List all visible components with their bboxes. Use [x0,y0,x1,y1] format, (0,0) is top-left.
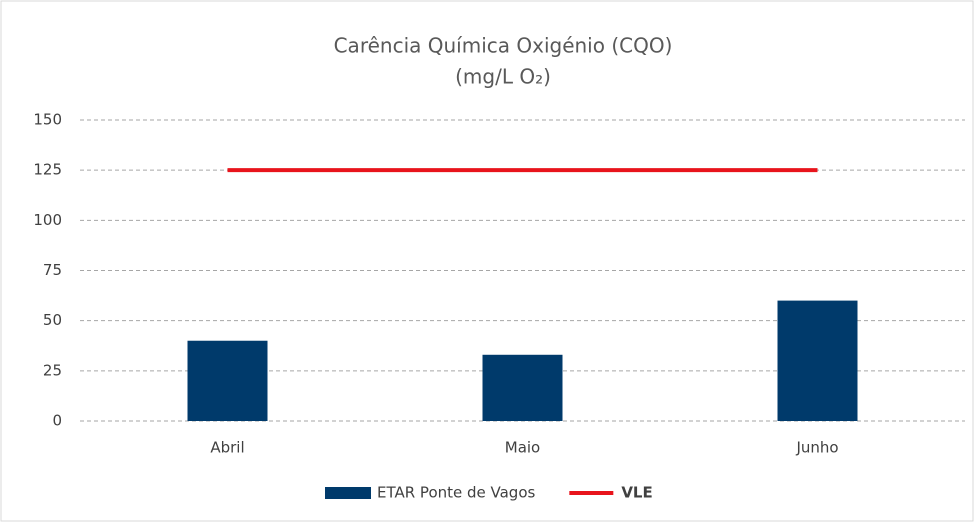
bar [482,354,563,421]
legend-label: ETAR Ponte de Vagos [377,484,536,502]
chart-title: Carência Química Oxigénio (CQO) [334,34,673,58]
y-tick-label: 100 [33,211,62,229]
y-tick-label: 25 [43,361,62,379]
legend-label: VLE [621,484,652,502]
x-tick-label: Abril [210,439,244,457]
x-tick-label: Junho [795,439,838,457]
bar [777,300,858,421]
y-tick-label: 125 [33,161,62,179]
x-tick-label: Maio [505,439,540,457]
y-tick-label: 50 [43,311,62,329]
y-tick-label: 150 [33,111,62,129]
y-tick-label: 75 [43,261,62,279]
legend-swatch [325,487,371,499]
y-tick-label: 0 [52,412,62,430]
chart-subtitle: (mg/L O₂) [455,65,551,89]
bar [187,340,268,421]
